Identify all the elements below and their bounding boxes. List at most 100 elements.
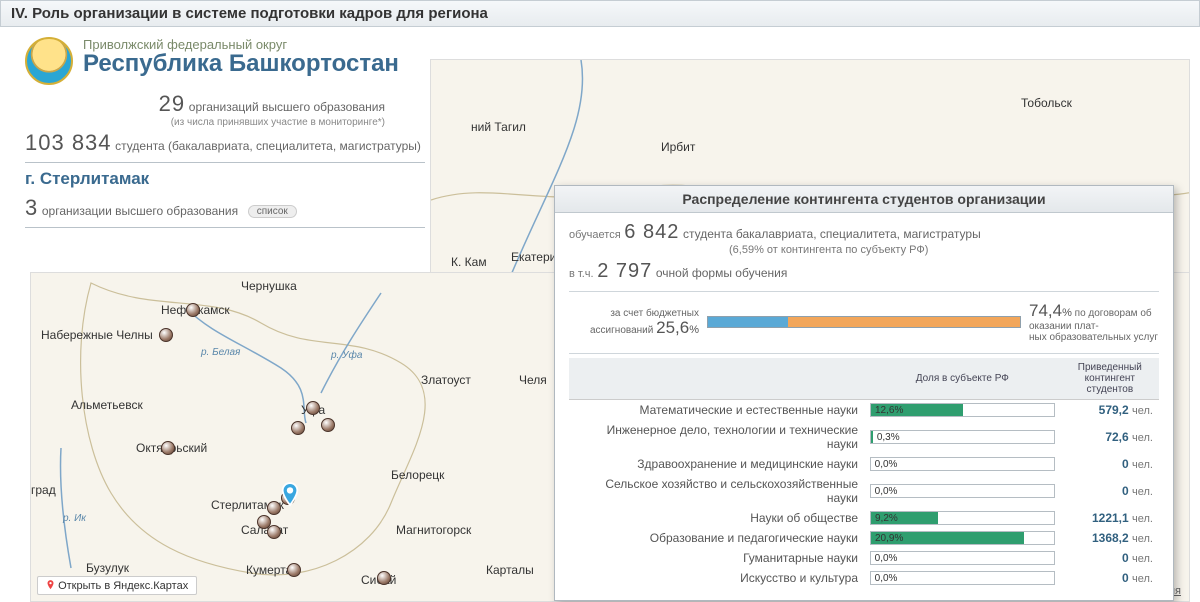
table-row: Инженерное дело, технологии и технически… bbox=[569, 420, 1159, 454]
contingent-value: 0 чел. bbox=[1061, 454, 1159, 474]
map-marker-icon[interactable] bbox=[159, 328, 173, 342]
share-bar-cell: 12,6% bbox=[864, 399, 1061, 420]
table-row: Искусство и культура0,0%0 чел. bbox=[569, 568, 1159, 588]
region-students-count: 103 834 bbox=[25, 130, 112, 155]
students-total: 6 842 bbox=[624, 221, 679, 243]
section-title: IV. Роль организации в системе подготовк… bbox=[11, 5, 488, 22]
map-city-label: Магнитогорск bbox=[396, 523, 471, 537]
map-marker-icon[interactable] bbox=[377, 571, 391, 585]
map-city-label: Белорецк bbox=[391, 468, 444, 482]
content-area: Приволжский федеральный округ Республика… bbox=[0, 27, 1200, 597]
share-bar-cell: 0,0% bbox=[864, 568, 1061, 588]
paid-pct: 74,4 bbox=[1029, 301, 1062, 320]
map-marker-icon[interactable] bbox=[186, 303, 200, 317]
contingent-value: 0 чел. bbox=[1061, 568, 1159, 588]
including-prefix: в т.ч. bbox=[569, 268, 594, 280]
panel-title: Распределение контингента студентов орга… bbox=[555, 186, 1173, 213]
map-pin-icon[interactable] bbox=[279, 481, 301, 503]
section-header: IV. Роль организации в системе подготовк… bbox=[0, 0, 1200, 27]
map-city-label: Челя bbox=[519, 373, 547, 387]
table-row: Гуманитарные науки0,0%0 чел. bbox=[569, 548, 1159, 568]
region-orgs-label: организаций высшего образования bbox=[189, 100, 385, 114]
studies-prefix: обучается bbox=[569, 229, 621, 241]
list-button[interactable]: список bbox=[248, 205, 297, 218]
split-bar bbox=[707, 316, 1021, 328]
region-info: Приволжский федеральный округ Республика… bbox=[25, 37, 425, 234]
field-name: Образование и педагогические науки bbox=[569, 528, 864, 548]
field-name: Сельское хозяйство и сельскохозяйственны… bbox=[569, 474, 864, 508]
map-city-label: Златоуст bbox=[421, 373, 471, 387]
open-in-yandex-maps[interactable]: Открыть в Яндекс.Картах bbox=[37, 576, 197, 595]
students-total-label: студента бакалавриата, специалитета, маг… bbox=[683, 227, 981, 241]
contingent-value: 0 чел. bbox=[1061, 548, 1159, 568]
share-bar-cell: 20,9% bbox=[864, 528, 1061, 548]
map-marker-icon[interactable] bbox=[267, 525, 281, 539]
field-name: Математические и естественные науки bbox=[569, 399, 864, 420]
map-city-label: Ирбит bbox=[661, 140, 695, 154]
river-label: р. Белая bbox=[200, 347, 241, 358]
table-row: Сельское хозяйство и сельскохозяйственны… bbox=[569, 474, 1159, 508]
map-marker-icon[interactable] bbox=[306, 401, 320, 415]
map-marker-icon[interactable] bbox=[161, 441, 175, 455]
map-city-label: Набережные Челны bbox=[41, 328, 153, 342]
field-name: Гуманитарные науки bbox=[569, 548, 864, 568]
share-bar-cell: 0,3% bbox=[864, 420, 1061, 454]
fields-table: Доля в субъекте РФ Приведенный континген… bbox=[569, 358, 1159, 588]
col-name bbox=[569, 358, 864, 400]
divider bbox=[25, 162, 425, 163]
share-bar-cell: 0,0% bbox=[864, 474, 1061, 508]
field-name: Здравоохранение и медицинские науки bbox=[569, 454, 864, 474]
contingent-value: 1221,1 чел. bbox=[1061, 508, 1159, 528]
split-bar-budget bbox=[708, 317, 788, 327]
map-city-label: Тобольск bbox=[1021, 96, 1072, 110]
region-orgs-count: 29 bbox=[159, 91, 185, 116]
river-label: р. Уфа bbox=[330, 349, 363, 361]
city-orgs-label: организации высшего образования bbox=[42, 204, 238, 218]
map-marker-icon[interactable] bbox=[321, 418, 335, 432]
fulltime-label: очной формы обучения bbox=[656, 266, 787, 280]
region-orgs-note: (из числа принявших участие в мониторинг… bbox=[25, 117, 385, 128]
map-city-label: К. Кам bbox=[451, 255, 487, 269]
region-crest-icon bbox=[25, 37, 73, 85]
region-students-label: студента (бакалавриата, специалитета, ма… bbox=[115, 139, 421, 153]
map-city-label: Бузулук bbox=[86, 561, 129, 575]
city-name: г. Стерлитамак bbox=[25, 169, 425, 189]
funding-split: за счет бюджетных ассигнований 25,6% 74,… bbox=[569, 291, 1159, 354]
open-maps-label: Открыть в Яндекс.Картах bbox=[58, 580, 188, 592]
contingent-value: 0 чел. bbox=[1061, 474, 1159, 508]
share-bar-cell: 0,0% bbox=[864, 548, 1061, 568]
map-marker-icon[interactable] bbox=[291, 421, 305, 435]
divider bbox=[25, 227, 425, 228]
field-name: Науки об обществе bbox=[569, 508, 864, 528]
city-orgs-count: 3 bbox=[25, 195, 38, 220]
table-row: Математические и естественные науки12,6%… bbox=[569, 399, 1159, 420]
contingent-value: 1368,2 чел. bbox=[1061, 528, 1159, 548]
field-name: Искусство и культура bbox=[569, 568, 864, 588]
share-bar-cell: 0,0% bbox=[864, 454, 1061, 474]
map-city-label: Карталы bbox=[486, 563, 534, 577]
paid-label-2: ных образовательных услуг bbox=[1029, 332, 1158, 343]
budget-label-2: ассигнований bbox=[590, 325, 653, 336]
students-share-note: (6,59% от контингента по субъекту РФ) bbox=[569, 244, 1159, 256]
pin-icon bbox=[46, 579, 55, 591]
map-marker-icon[interactable] bbox=[287, 563, 301, 577]
map-city-label: Чернушка bbox=[241, 279, 297, 293]
region-name: Республика Башкортостан bbox=[83, 50, 399, 78]
map-city-label: ний Тагил bbox=[471, 120, 526, 134]
fulltime-count: 2 797 bbox=[597, 260, 652, 282]
share-bar-cell: 9,2% bbox=[864, 508, 1061, 528]
col-share: Доля в субъекте РФ bbox=[864, 358, 1061, 400]
col-count: Приведенный контингент студентов bbox=[1061, 358, 1159, 400]
map-city-label: Альметьевск bbox=[71, 398, 143, 412]
contingent-value: 579,2 чел. bbox=[1061, 399, 1159, 420]
budget-pct: 25,6 bbox=[656, 318, 689, 337]
table-row: Науки об обществе9,2%1221,1 чел. bbox=[569, 508, 1159, 528]
map-city-label: град bbox=[31, 483, 56, 497]
split-bar-paid bbox=[788, 317, 1020, 327]
contingent-value: 72,6 чел. bbox=[1061, 420, 1159, 454]
table-row: Здравоохранение и медицинские науки0,0%0… bbox=[569, 454, 1159, 474]
distribution-panel: Распределение контингента студентов орга… bbox=[554, 185, 1174, 601]
field-name: Инженерное дело, технологии и технически… bbox=[569, 420, 864, 454]
river-label: р. Ик bbox=[62, 513, 87, 524]
table-row: Образование и педагогические науки20,9%1… bbox=[569, 528, 1159, 548]
